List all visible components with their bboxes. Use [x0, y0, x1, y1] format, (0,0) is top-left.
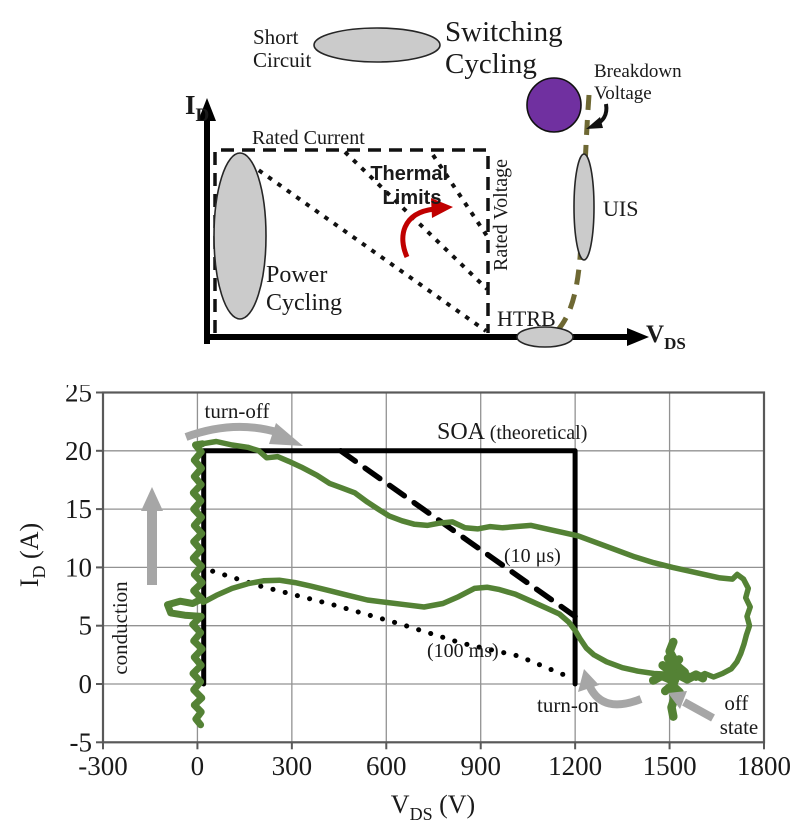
breakdown-voltage-arrowhead-icon — [586, 117, 603, 129]
x-tick-label: 600 — [366, 751, 407, 781]
series-green-scribble-segment — [663, 654, 684, 671]
off-state-arrow — [682, 698, 715, 722]
y-tick-label: -5 — [70, 727, 93, 757]
100ms-annotation: (100 ms) — [427, 640, 499, 662]
y-tick-label: 25 — [65, 385, 92, 408]
conduction-annotation: conduction — [108, 581, 132, 675]
thermal-limit-line-short — [431, 153, 489, 238]
switching-cycling-label: Switching Cycling — [445, 16, 570, 80]
series-green-conduction — [164, 440, 206, 729]
chart-tick-labels: -300 0 300 600 900 1200 1500 1800 25 20 15 10 5 0 -5 — [65, 385, 791, 781]
short-circuit-ellipse — [313, 27, 441, 63]
conduction-arrowhead-icon — [141, 487, 163, 511]
y-tick-label: 15 — [65, 494, 92, 524]
diagram-y-axis-label: ID — [185, 90, 209, 126]
chart-curves — [164, 438, 753, 729]
breakdown-voltage-label: Breakdown Voltage — [594, 61, 686, 104]
thermal-limits-arrowhead-icon — [431, 198, 453, 218]
series-dashed-black — [337, 448, 578, 620]
chart-y-axis-title: ID (A) — [15, 523, 49, 587]
switching-locus-chart: -300 0 300 600 900 1200 1500 1800 25 20 15 10 5 0 -5 t… — [15, 385, 791, 824]
turn-on-arrow — [586, 685, 643, 709]
thermal-limits-label: Thermal Limits — [370, 163, 453, 209]
series-green — [199, 438, 753, 681]
chart-ticks — [96, 391, 765, 750]
switching-cycling-circle — [526, 77, 582, 133]
y-tick-label: 20 — [65, 436, 92, 466]
short-circuit-label: Short Circuit — [253, 25, 311, 72]
rated-voltage-label: Rated Voltage — [490, 159, 512, 271]
off-state-arrowhead-icon — [668, 691, 687, 709]
turn-on-annotation: turn-on — [537, 693, 599, 717]
x-tick-label: 300 — [272, 751, 313, 781]
uis-label: UIS — [603, 196, 638, 221]
y-axis-arrowhead-icon — [198, 98, 216, 121]
x-tick-label: 1500 — [643, 751, 697, 781]
series-dotted-black — [198, 564, 575, 681]
y-tick-label: 0 — [79, 669, 93, 699]
off-state-annotation: off state — [720, 691, 758, 739]
x-tick-label: -300 — [78, 751, 128, 781]
turn-off-arrowhead-icon — [269, 423, 303, 446]
thermal-limit-line-long — [238, 155, 488, 333]
thermal-limit-line-mid — [343, 150, 489, 291]
series-green — [200, 577, 670, 677]
diagram-x-axis-label: VDS — [646, 321, 686, 353]
x-tick-label: 1800 — [737, 751, 791, 781]
htrb-ellipse — [516, 326, 574, 348]
soa-annotation: SOA (theoretical) — [437, 419, 587, 445]
y-tick-label: 5 — [79, 611, 93, 641]
uis-ellipse — [573, 153, 595, 261]
stress-test-concept-diagram: ID VDS Short Circuit Switching Cycling B… — [185, 16, 686, 353]
chart-x-axis-title: VDS (V) — [391, 790, 475, 824]
turn-off-arrow — [184, 422, 282, 441]
y-tick-label: 10 — [65, 552, 92, 582]
thermal-limits-arrow — [400, 206, 435, 259]
rated-current-label: Rated Current — [252, 127, 365, 149]
10us-annotation: (10 μs) — [504, 545, 561, 567]
turn-on-arrowhead-icon — [578, 669, 599, 692]
power-cycling-ellipse — [213, 152, 267, 320]
x-tick-label: 0 — [191, 751, 205, 781]
x-tick-label: 900 — [460, 751, 501, 781]
x-tick-label: 1200 — [548, 751, 602, 781]
power-cycling-label: Power Cycling — [266, 262, 342, 316]
series-green-scribble-segment — [648, 670, 708, 685]
x-axis-arrowhead-icon — [627, 328, 649, 346]
turn-off-annotation: turn-off — [205, 399, 270, 423]
htrb-label: HTRB — [497, 306, 556, 331]
series-green-scribble-segment — [660, 680, 684, 697]
